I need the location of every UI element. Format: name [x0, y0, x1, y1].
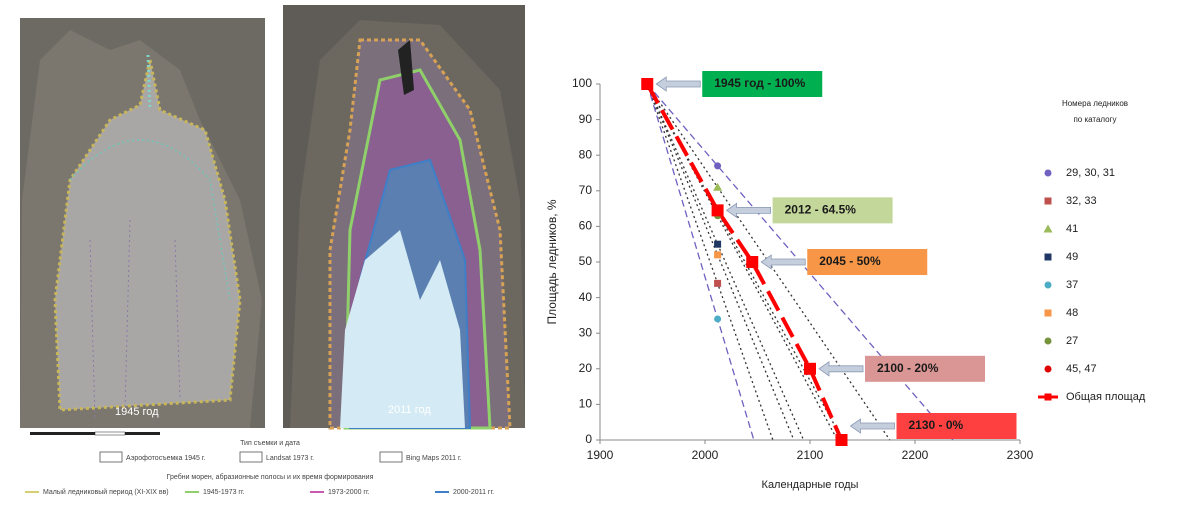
legend-label: 41	[1066, 223, 1078, 235]
y-tick-label: 60	[579, 219, 593, 233]
legend-swatch	[380, 452, 402, 462]
marker	[714, 280, 721, 287]
legend-marker	[1045, 254, 1052, 261]
marker	[714, 251, 721, 258]
marker	[641, 78, 653, 90]
y-tick-label: 0	[585, 432, 592, 446]
x-tick-label: 2300	[1007, 448, 1034, 462]
legend-label: 29, 30, 31	[1066, 167, 1115, 179]
legend-label: Общая площад	[1066, 391, 1146, 403]
legend-label: 1973-2000 гг.	[328, 489, 370, 496]
legend-marker	[1045, 394, 1052, 401]
legend-marker	[1044, 225, 1053, 233]
marker	[714, 315, 721, 322]
marker	[746, 256, 758, 268]
map-legend: Тип съемки и дата Аэрофотосъемка 1945 г. L…	[25, 440, 494, 496]
satellite-image-2011	[283, 5, 525, 428]
y-tick-label: 50	[579, 254, 593, 268]
legend-label: 49	[1066, 251, 1078, 263]
y-tick-label: 80	[579, 147, 593, 161]
y-axis-title: Площадь ледников, %	[545, 199, 559, 324]
page: 1945 год 2011 год Тип съемки и дата Аэроф…	[0, 0, 1178, 502]
x-tick-label: 2200	[902, 448, 929, 462]
marker	[836, 434, 848, 446]
satellite-image-1945	[20, 18, 265, 428]
x-axis-title: Календарные годы	[762, 479, 859, 491]
marker	[714, 162, 721, 169]
y-tick-label: 30	[579, 325, 593, 339]
annotation-arrow	[819, 362, 863, 376]
annotation-text: 2100 - 20%	[877, 361, 939, 375]
legend-label: Аэрофотосъемка 1945 г.	[126, 455, 206, 462]
marker	[713, 183, 722, 191]
annotation-text: 2045 - 50%	[819, 254, 881, 268]
annotation-text: 1945 год - 100%	[714, 76, 805, 90]
legend-label: Bing Maps 2011 г.	[406, 455, 462, 462]
annotation-arrow	[851, 419, 895, 433]
legend-marker	[1045, 282, 1052, 289]
legend-label: 32, 33	[1066, 195, 1097, 207]
legend-title: Номера ледников	[1062, 99, 1128, 108]
legend-label: 1945-1973 гг.	[203, 489, 245, 496]
legend-swatch	[240, 452, 262, 462]
legend-marker	[1045, 198, 1052, 205]
marker	[712, 204, 724, 216]
chart: 0 10 20 30 40 50 60 70 80 90 100 1900 2000 2100 2200 23…	[545, 71, 1146, 491]
legend-label: 2000-2011 гг.	[453, 489, 494, 496]
legend-label: 48	[1066, 307, 1078, 319]
legend-label: 45, 47	[1066, 363, 1097, 375]
legend-marker	[1045, 170, 1052, 177]
y-tick-label: 10	[579, 397, 593, 411]
annotation-arrow	[656, 77, 700, 91]
image-caption: 2011 год	[388, 404, 431, 416]
marker	[804, 363, 816, 375]
legend-title: по каталогу	[1073, 115, 1116, 124]
x-tick-label: 1900	[587, 448, 614, 462]
legend-label: Landsat 1973 г.	[266, 455, 314, 462]
legend-title: Тип съемки и дата	[240, 440, 300, 447]
x-tick-label: 2000	[692, 448, 719, 462]
legend-title: Гребни морен, абразионные полосы и их вр…	[167, 473, 374, 481]
x-tick-label: 2100	[797, 448, 824, 462]
legend-marker	[1045, 310, 1052, 317]
legend-marker	[1045, 338, 1052, 345]
y-tick-label: 20	[579, 361, 593, 375]
scale-bar	[95, 432, 125, 435]
legend-label: 27	[1066, 335, 1078, 347]
marker	[714, 241, 721, 248]
trend-line	[647, 84, 754, 440]
y-tick-label: 40	[579, 290, 593, 304]
legend-label: Малый ледниковый период (XI-XIX вв)	[43, 488, 169, 496]
image-caption: 1945 год	[115, 406, 159, 418]
y-tick-label: 100	[572, 76, 592, 90]
y-tick-label: 70	[579, 183, 593, 197]
y-tick-label: 90	[579, 112, 593, 126]
legend-label: 37	[1066, 279, 1078, 291]
annotation-text: 2012 - 64.5%	[785, 203, 857, 217]
annotation-arrow	[761, 255, 805, 269]
legend-marker	[1045, 366, 1052, 373]
annotation-text: 2130 - 0%	[909, 418, 964, 432]
legend-swatch	[100, 452, 122, 462]
annotation-arrow	[727, 203, 771, 217]
